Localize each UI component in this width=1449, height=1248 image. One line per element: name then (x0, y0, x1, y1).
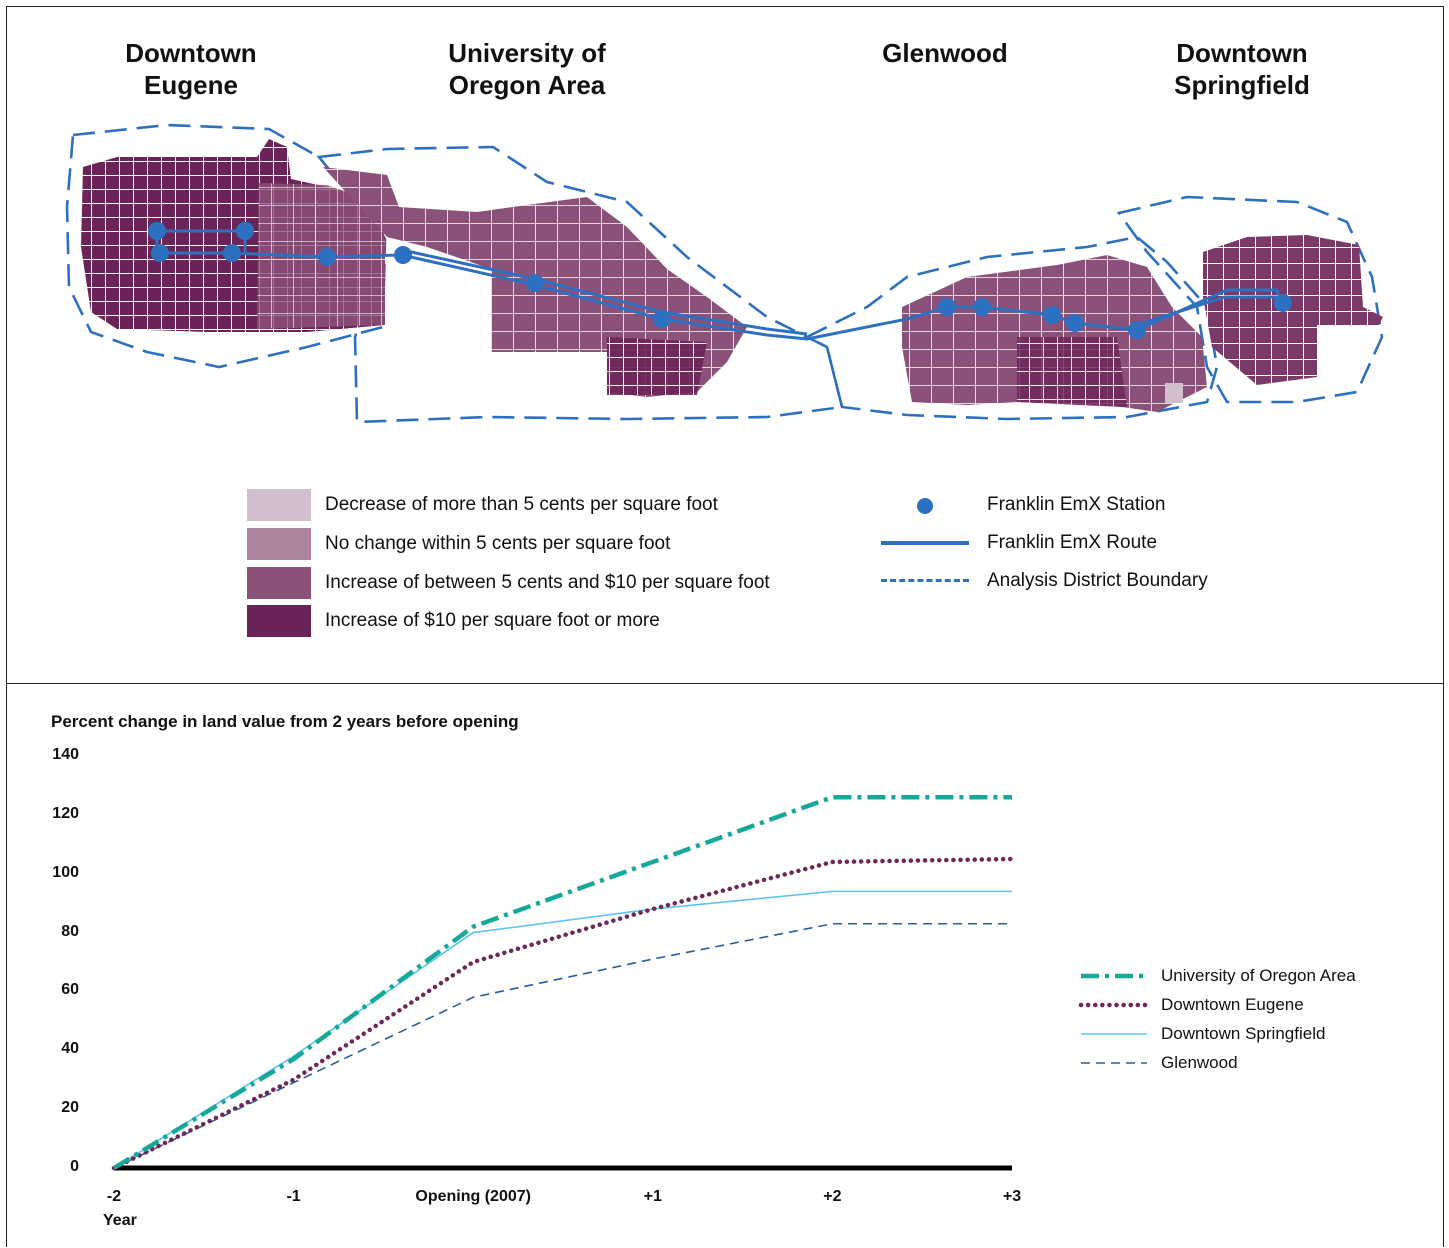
legend-swatch (247, 528, 311, 560)
series-line-university-of-oregon-area (114, 797, 1012, 1168)
legend-route: Franklin EmX Route (881, 531, 1157, 555)
station[interactable] (318, 248, 336, 266)
parcels-springfield (1203, 235, 1383, 385)
legend-decrease: Decrease of more than 5 cents per square… (247, 489, 718, 521)
station[interactable] (148, 222, 166, 240)
legend-boundary: Analysis District Boundary (881, 569, 1208, 593)
legend-label: Downtown Eugene (1161, 995, 1304, 1015)
legend-label: Downtown Springfield (1161, 1024, 1325, 1044)
map-panel: Downtown Eugene University of Oregon Are… (6, 6, 1444, 685)
legend-item: Downtown Eugene (1079, 995, 1304, 1015)
legend-station: Franklin EmX Station (881, 493, 1165, 517)
legend-no-change: No change within 5 cents per square foot (247, 528, 670, 560)
legend-swatch (247, 605, 311, 637)
series-line-glenwood (114, 924, 1012, 1168)
series-line-downtown-eugene (114, 859, 1012, 1168)
boundary-dash-icon (881, 569, 971, 593)
station[interactable] (236, 222, 254, 240)
legend-label: University of Oregon Area (1161, 966, 1356, 986)
station[interactable] (223, 244, 241, 262)
legend-swatch (247, 489, 311, 521)
legend-item: Downtown Springfield (1079, 1024, 1325, 1044)
legend-increase-small: Increase of between 5 cents and $10 per … (247, 567, 770, 599)
station[interactable] (1128, 321, 1146, 339)
station[interactable] (526, 274, 544, 292)
station[interactable] (1043, 306, 1061, 324)
legend-increase-large: Increase of $10 per square foot or more (247, 605, 660, 637)
station[interactable] (151, 244, 169, 262)
legend-line-icon (1079, 1027, 1149, 1041)
legend-swatch (247, 567, 311, 599)
legend-line-icon (1079, 969, 1149, 983)
station[interactable] (938, 298, 956, 316)
legend-line-icon (1079, 998, 1149, 1012)
legend-item: Glenwood (1079, 1053, 1238, 1073)
station[interactable] (394, 246, 412, 264)
station[interactable] (653, 310, 671, 328)
station[interactable] (1066, 314, 1084, 332)
legend-line-icon (1079, 1056, 1149, 1070)
chart-panel: Percent change in land value from 2 year… (6, 683, 1444, 1247)
land-value-map (7, 7, 1445, 467)
series-line-downtown-springfield (114, 891, 1012, 1168)
legend-label: Glenwood (1161, 1053, 1238, 1073)
station-icon (881, 493, 971, 517)
legend-item: University of Oregon Area (1079, 966, 1356, 986)
station[interactable] (1274, 294, 1292, 312)
parcels (81, 139, 1383, 412)
route-line-icon (881, 531, 971, 555)
station[interactable] (973, 298, 991, 316)
